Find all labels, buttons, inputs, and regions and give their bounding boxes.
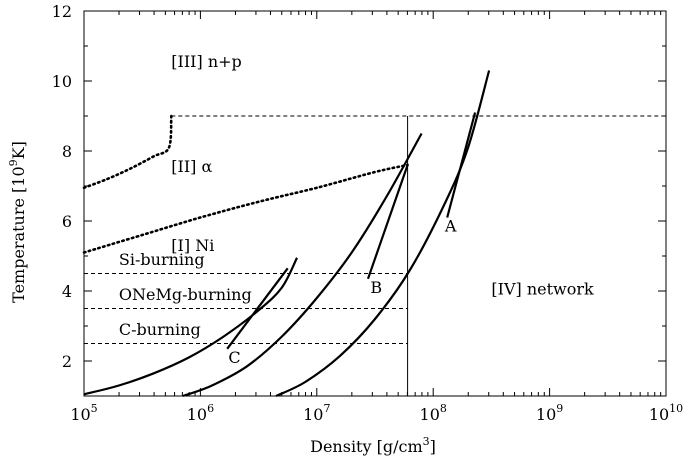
annotation-label: C bbox=[228, 348, 240, 367]
plot-frame bbox=[83, 10, 667, 397]
y-tick-label: 6 bbox=[62, 212, 72, 231]
annotation-label: C-burning bbox=[119, 320, 201, 339]
series-tangent-c bbox=[226, 267, 289, 350]
x-axis-label: Density [g/cm3] bbox=[310, 435, 436, 456]
series-boundary-upper bbox=[82, 114, 173, 190]
series-trajectory-a bbox=[275, 70, 491, 397]
x-axis-label-sup: 3 bbox=[423, 435, 430, 448]
x-tick-label: 109 bbox=[536, 402, 563, 424]
x-axis-label-text: Density [g/cm bbox=[310, 437, 423, 456]
annotation-label: [I] Ni bbox=[171, 236, 214, 255]
y-tick-label: 2 bbox=[62, 352, 72, 371]
series-trajectory-b bbox=[182, 132, 423, 398]
y-axis-label-text: Temperature [10 bbox=[9, 166, 28, 303]
y-tick-label: 12 bbox=[52, 2, 72, 21]
annotation-label: Si-burning bbox=[119, 250, 205, 269]
y-axis-label-suffix: K] bbox=[9, 141, 28, 159]
x-tick-label: 108 bbox=[420, 402, 447, 424]
series-boundary-lower bbox=[82, 163, 409, 254]
plot-area bbox=[83, 10, 667, 397]
series-tangent-a bbox=[446, 112, 477, 218]
y-axis-label-sup: 9 bbox=[7, 159, 20, 166]
ticks: 105 106 107 108 109 1010 2 4 6 8 10 12 bbox=[52, 2, 684, 424]
annotation-label: A bbox=[444, 217, 457, 236]
y-axis-label: Temperature [109K] bbox=[7, 141, 28, 303]
series-layer bbox=[82, 70, 666, 398]
x-tick-label: 105 bbox=[70, 402, 97, 424]
y-tick-label: 10 bbox=[52, 72, 72, 91]
y-tick-label: 4 bbox=[62, 282, 72, 301]
series-trajectory-c bbox=[83, 257, 298, 396]
annotation-label: [IV] network bbox=[491, 280, 594, 299]
annotation-label: [II] α bbox=[171, 157, 212, 176]
x-tick-label: 1010 bbox=[649, 402, 683, 424]
y-tick-label: 8 bbox=[62, 142, 72, 161]
x-axis-label-suffix: ] bbox=[430, 437, 436, 456]
series-tangent-b bbox=[366, 164, 409, 280]
x-tick-label: 107 bbox=[303, 402, 330, 424]
annotation-label: [III] n+p bbox=[171, 52, 241, 71]
annotation-label: ONeMg-burning bbox=[119, 285, 252, 304]
annotation-label: B bbox=[370, 278, 382, 297]
x-tick-label: 106 bbox=[187, 402, 214, 424]
